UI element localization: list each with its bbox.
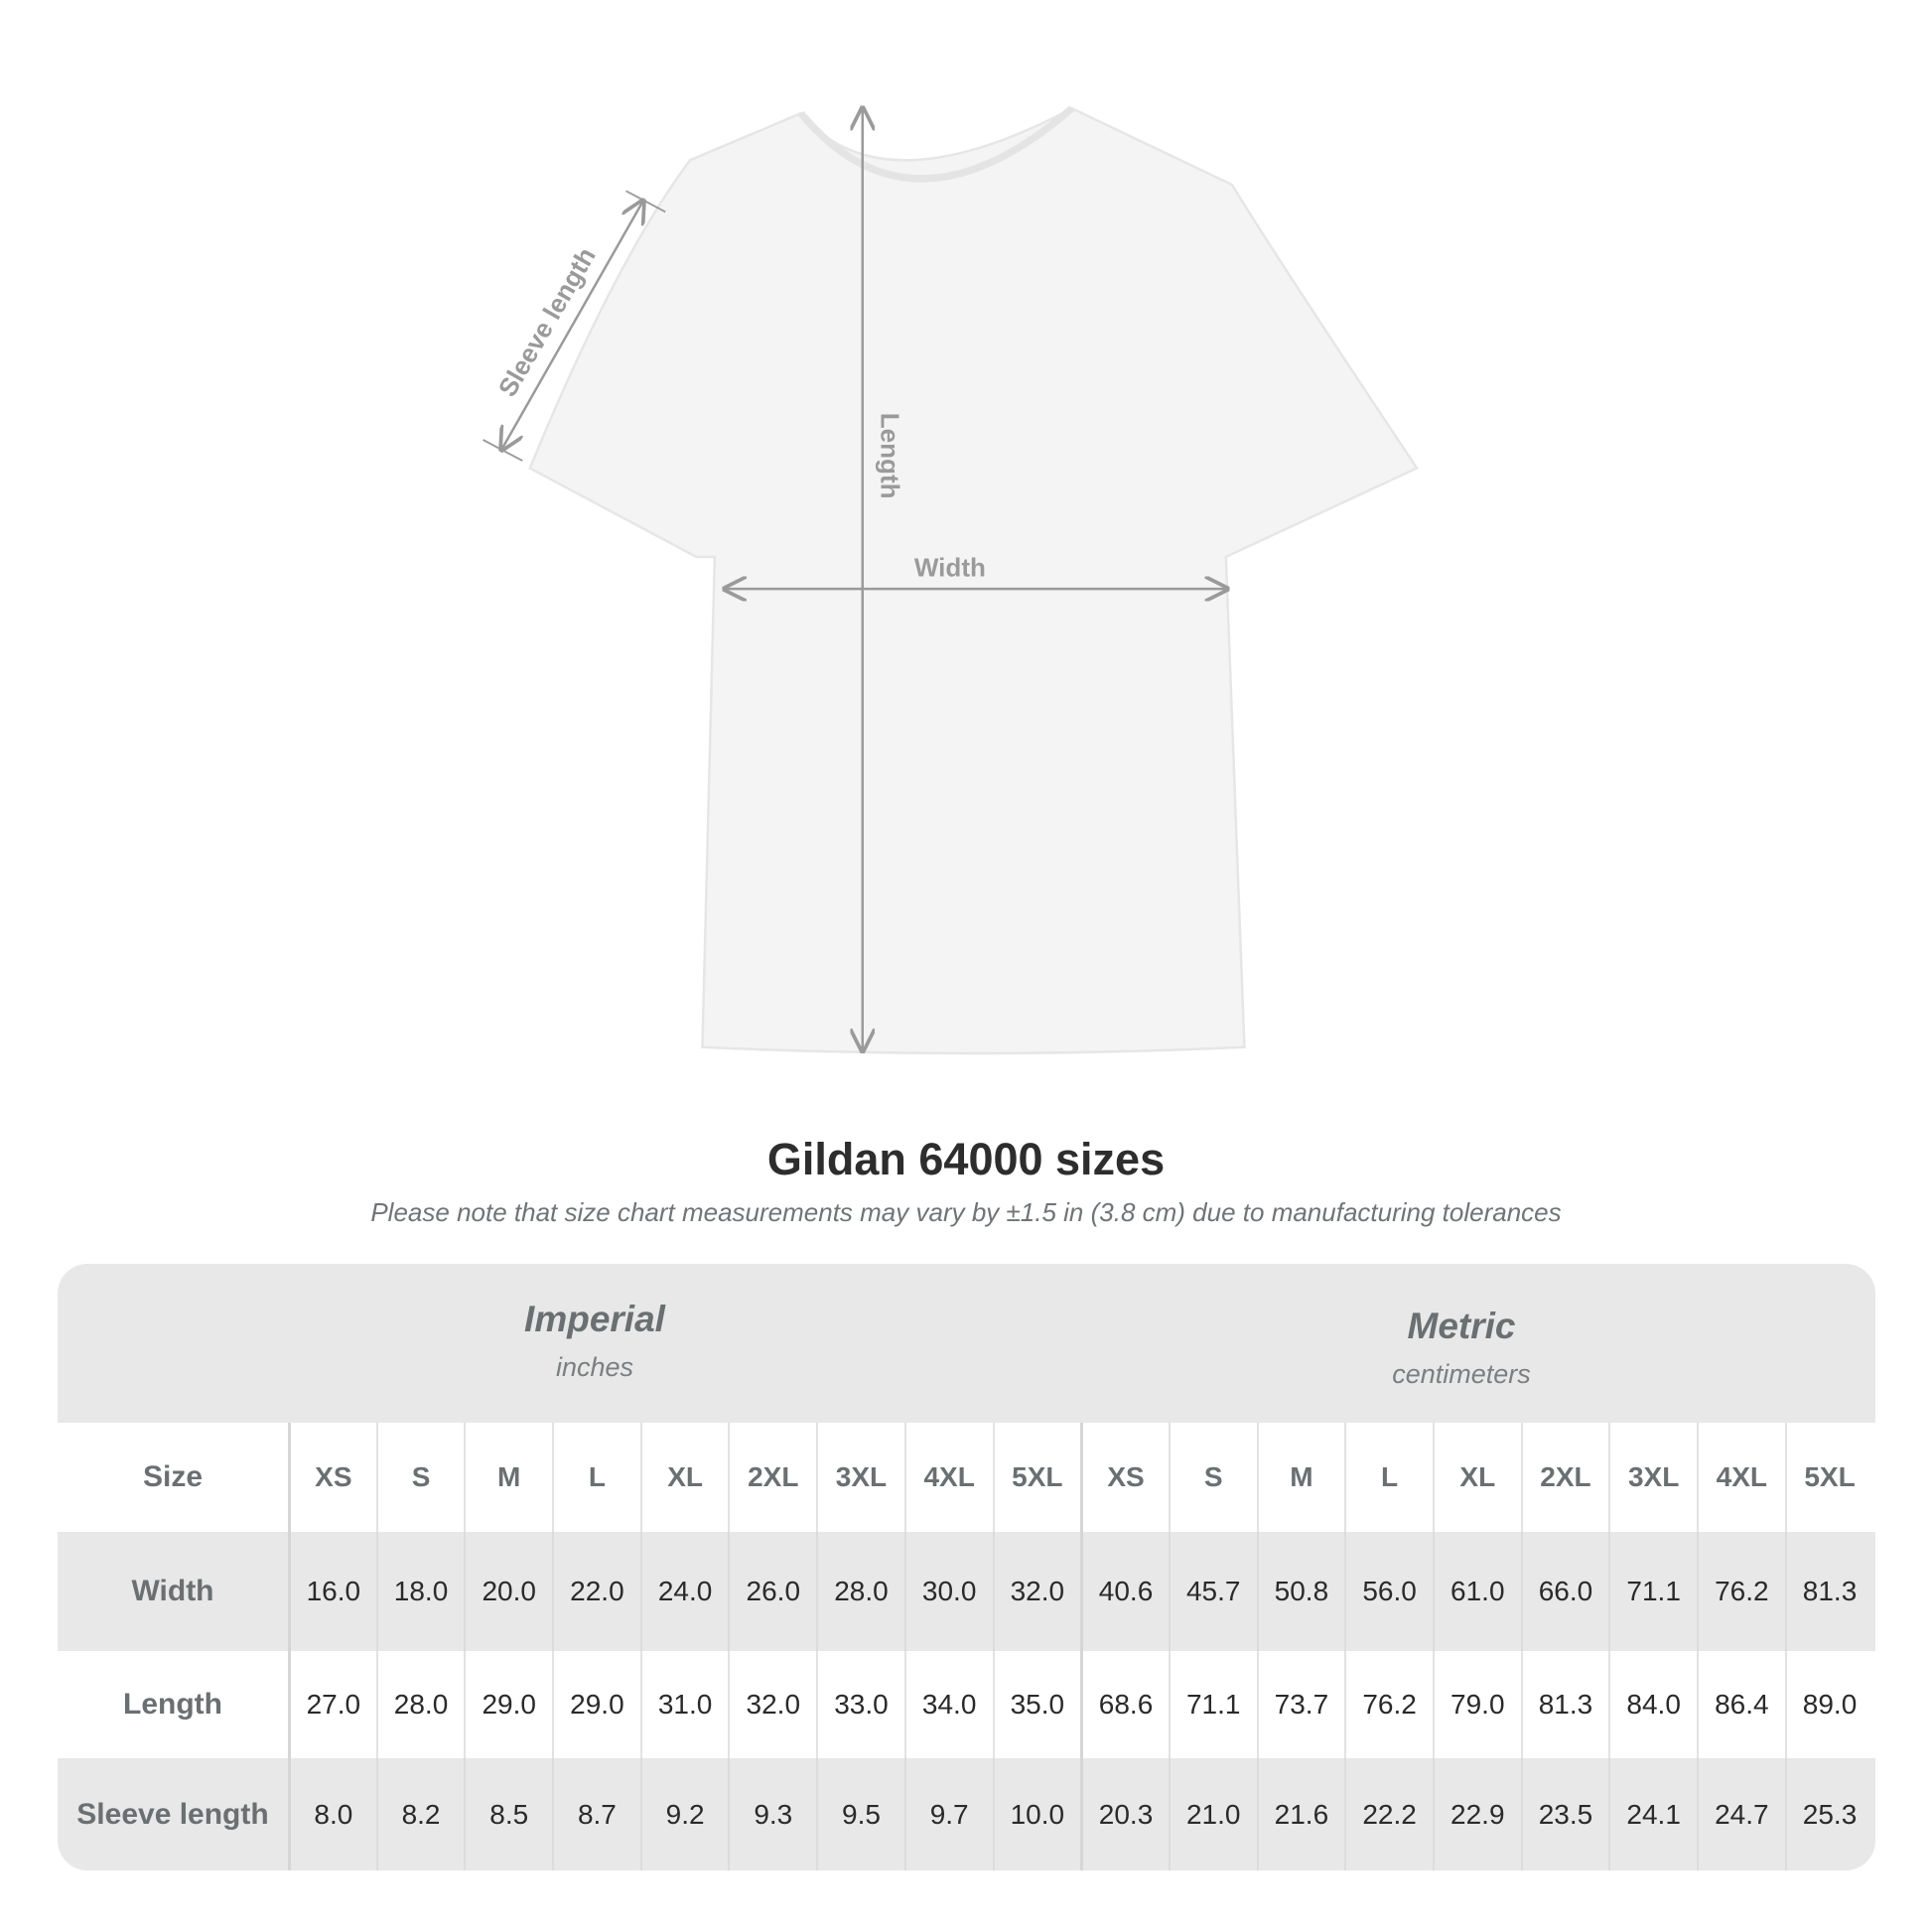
- row-label: Width: [131, 1575, 214, 1607]
- table-cell: 24.1: [1608, 1758, 1697, 1870]
- table-cell: 20.3: [1080, 1758, 1169, 1870]
- size-header: 3XL: [1608, 1423, 1697, 1532]
- size-header: 5XL: [992, 1423, 1081, 1532]
- table-cell: 29.0: [464, 1651, 552, 1758]
- table-cell: 81.3: [1784, 1532, 1873, 1651]
- size-header: 5XL: [1784, 1423, 1873, 1532]
- table-cell: 8.2: [375, 1758, 465, 1870]
- table-cell: 16.0: [288, 1532, 376, 1651]
- table-cell: 21.6: [1256, 1758, 1345, 1870]
- row-label: Sleeve length: [76, 1797, 269, 1831]
- size-header: M: [464, 1423, 552, 1532]
- table-cell: 71.1: [1168, 1651, 1257, 1758]
- size-header: 2XL: [728, 1423, 816, 1532]
- table-cell: 66.0: [1520, 1532, 1609, 1651]
- table-cell: 31.0: [639, 1651, 729, 1758]
- table-cell: 8.7: [552, 1758, 640, 1870]
- table-cell: 27.0: [288, 1651, 376, 1758]
- table-row: Length 27.0 28.0 29.0 29.0 31.0 32.0 33.0 34.0 35…: [58, 1651, 1875, 1758]
- table-cell: 30.0: [903, 1532, 993, 1651]
- group-unit: inches: [555, 1352, 634, 1382]
- table-cell: 45.7: [1168, 1532, 1257, 1651]
- group-unit: centimeters: [1392, 1359, 1531, 1389]
- table-cell: 33.0: [816, 1651, 904, 1758]
- table-cell: 32.0: [728, 1651, 816, 1758]
- table-cell: 22.9: [1432, 1758, 1521, 1870]
- table-cell: 50.8: [1256, 1532, 1345, 1651]
- table-cell: 35.0: [992, 1651, 1081, 1758]
- table-cell: 68.6: [1080, 1651, 1169, 1758]
- size-header: XS: [1080, 1423, 1169, 1532]
- length-label: Length: [875, 413, 904, 499]
- group-name: Metric: [1407, 1306, 1516, 1346]
- table-cell: 10.0: [992, 1758, 1081, 1870]
- table-cell: 22.0: [552, 1532, 640, 1651]
- tshirt-diagram: Sleeve length Length Width: [483, 105, 1420, 1055]
- imperial-group: Imperial inches: [198, 1299, 992, 1383]
- table-cell: 40.6: [1080, 1532, 1169, 1651]
- table-cell: 24.7: [1697, 1758, 1785, 1870]
- table-cell: 84.0: [1608, 1651, 1697, 1758]
- size-header: L: [1344, 1423, 1433, 1532]
- table-cell: 28.0: [375, 1651, 465, 1758]
- table-cell: 23.5: [1520, 1758, 1609, 1870]
- table-cell: 81.3: [1520, 1651, 1609, 1758]
- size-header: XL: [639, 1423, 729, 1532]
- table-cell: 32.0: [992, 1532, 1081, 1651]
- table-cell: 8.5: [464, 1758, 552, 1870]
- table-cell: 79.0: [1432, 1651, 1521, 1758]
- table-cell: 76.2: [1697, 1532, 1785, 1651]
- size-header: M: [1256, 1423, 1345, 1532]
- size-header: 3XL: [816, 1423, 904, 1532]
- table-cell: 25.3: [1784, 1758, 1873, 1870]
- table-cell: 9.3: [728, 1758, 816, 1870]
- size-header: 4XL: [903, 1423, 993, 1532]
- group-name: Imperial: [524, 1299, 665, 1339]
- size-header: XS: [288, 1423, 376, 1532]
- table-cell: 26.0: [728, 1532, 816, 1651]
- table-cell: 20.0: [464, 1532, 552, 1651]
- table-cell: 29.0: [552, 1651, 640, 1758]
- table-row: Sleeve length 8.0 8.2 8.5 8.7 9.2 9.3 9.5 9.7 10.…: [58, 1758, 1875, 1870]
- table-cell: 9.2: [639, 1758, 729, 1870]
- width-label: Width: [914, 553, 986, 583]
- table-cell: 56.0: [1344, 1532, 1433, 1651]
- size-header: S: [1168, 1423, 1257, 1532]
- table-row: Width 16.0 18.0 20.0 22.0 24.0 26.0 28.0 30.0 32.…: [58, 1532, 1875, 1651]
- table-cell: 76.2: [1344, 1651, 1433, 1758]
- size-header: L: [552, 1423, 640, 1532]
- size-header: XL: [1432, 1423, 1521, 1532]
- table-cell: 24.0: [639, 1532, 729, 1651]
- table-cell: 73.7: [1256, 1651, 1345, 1758]
- table-cell: 34.0: [903, 1651, 993, 1758]
- table-cell: 22.2: [1344, 1758, 1433, 1870]
- size-header: S: [375, 1423, 465, 1532]
- size-table: Imperial inches Metric centimeters Size …: [58, 1264, 1875, 1870]
- metric-group: Metric centimeters: [1064, 1306, 1859, 1390]
- unit-header: Imperial inches Metric centimeters: [58, 1264, 1875, 1423]
- table-cell: 71.1: [1608, 1532, 1697, 1651]
- size-header: 4XL: [1697, 1423, 1785, 1532]
- table-cell: 8.0: [288, 1758, 376, 1870]
- table-cell: 21.0: [1168, 1758, 1257, 1870]
- sleeve-arrow: [501, 201, 643, 450]
- row-label: Size: [142, 1460, 204, 1493]
- size-row: Size XS S M L XL 2XL 3XL 4XL 5XL XS S M L XL 2XL 3XL 4XL…: [58, 1423, 1875, 1532]
- table-cell: 86.4: [1697, 1651, 1785, 1758]
- table-cell: 89.0: [1784, 1651, 1873, 1758]
- table-cell: 9.5: [816, 1758, 904, 1870]
- tolerance-note: Please note that size chart measurements…: [370, 1197, 1562, 1227]
- size-header: 2XL: [1520, 1423, 1609, 1532]
- page-title: Gildan 64000 sizes: [766, 1134, 1166, 1184]
- table-cell: 28.0: [816, 1532, 904, 1651]
- table-cell: 18.0: [375, 1532, 465, 1651]
- table-cell: 9.7: [903, 1758, 993, 1870]
- table-cell: 61.0: [1432, 1532, 1521, 1651]
- row-label: Length: [123, 1688, 222, 1721]
